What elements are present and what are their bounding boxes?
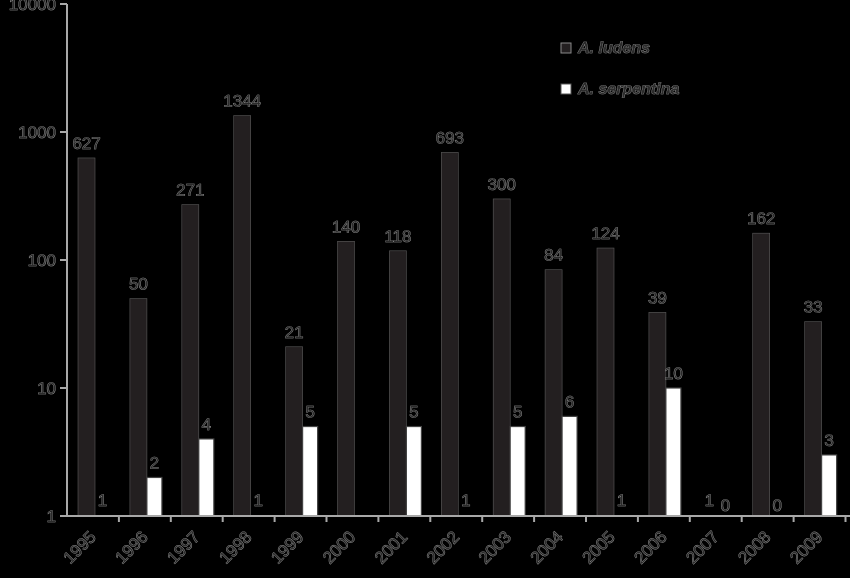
bar-ludens (752, 232, 771, 517)
bar-ludens (389, 250, 407, 517)
legend-label: A. ludens (577, 40, 650, 57)
bar-ludens (129, 298, 148, 517)
data-labels: 6271502271413441215140118569313005846124… (72, 91, 834, 515)
legend-swatch-dark (560, 42, 572, 54)
bar-ludens (440, 152, 459, 517)
data-label-ludens: 1 (705, 491, 714, 510)
x-tick-label: 2003 (475, 527, 515, 567)
bars-layer (77, 115, 838, 517)
x-tick-label: 1995 (60, 527, 100, 567)
bar-ludens (544, 269, 563, 517)
y-tick-label: 10000 (9, 0, 56, 14)
bar-serpentina (665, 387, 682, 517)
data-label-ludens: 39 (648, 288, 667, 307)
data-label-serpentina: 5 (513, 403, 522, 422)
legend: A. ludens A. serpentina (560, 40, 680, 98)
data-label-serpentina: 2 (150, 453, 159, 472)
x-tick-label: 2001 (371, 527, 411, 567)
legend-swatch-white (560, 83, 572, 95)
data-label-serpentina: 5 (409, 403, 418, 422)
data-label-ludens: 118 (384, 227, 411, 246)
x-tick-label: 2006 (631, 527, 671, 567)
bar-ludens (492, 198, 511, 517)
bar-ludens (181, 204, 200, 517)
legend-label: A. serpentina (577, 81, 679, 98)
legend-item-ludens: A. ludens (560, 40, 650, 57)
data-label-serpentina: 1 (461, 491, 470, 510)
data-label-ludens: 162 (747, 209, 775, 228)
data-label-serpentina: 4 (202, 415, 211, 434)
x-tick-label: 1996 (112, 527, 152, 567)
bar-serpentina (198, 438, 215, 517)
data-label-serpentina: 3 (824, 431, 833, 450)
bar-ludens (804, 321, 822, 517)
bar-serpentina (405, 425, 422, 517)
x-tick-label: 2004 (527, 527, 567, 567)
data-label-serpentina: 0 (772, 496, 781, 515)
data-label-ludens: 33 (804, 298, 823, 317)
bar-ludens (648, 312, 667, 517)
x-tick-label: 1999 (267, 527, 307, 567)
y-tick-label: 1 (47, 507, 56, 526)
data-label-ludens: 1344 (223, 92, 261, 111)
data-label-serpentina: 10 (664, 364, 683, 383)
bar-ludens (77, 157, 96, 517)
x-tick-label: 2000 (319, 527, 359, 567)
bar-serpentina (820, 454, 838, 517)
y-tick-label: 1000 (18, 123, 56, 142)
x-tick-label: 1998 (215, 527, 255, 567)
data-label-ludens: 627 (72, 134, 100, 153)
bar-ludens (596, 247, 615, 517)
x-ticks: 1995 1996 1997 1998 1999 2000 2001 2002 2003 2004… (59, 516, 847, 568)
bar-ludens (233, 115, 251, 517)
data-label-ludens: 300 (488, 175, 516, 194)
data-label-ludens: 84 (544, 246, 563, 265)
y-tick-label: 100 (28, 251, 56, 270)
data-label-serpentina: 1 (253, 491, 262, 510)
bar-serpentina (302, 425, 319, 517)
x-tick-label: 2009 (786, 527, 826, 567)
data-label-serpentina: 0 (721, 496, 730, 515)
data-label-ludens: 693 (436, 128, 464, 147)
data-label-ludens: 21 (285, 323, 304, 342)
data-label-ludens: 124 (591, 224, 619, 243)
x-tick-label: 2005 (579, 527, 619, 567)
x-tick-label: 2002 (423, 527, 463, 567)
x-tick-label: 2008 (734, 527, 774, 567)
legend-item-serpentina: A. serpentina (560, 81, 680, 98)
data-label-ludens: 140 (332, 217, 360, 236)
data-label-ludens: 50 (129, 275, 148, 294)
x-tick-label: 2007 (682, 527, 722, 567)
y-tick-label: 10 (37, 379, 56, 398)
data-label-serpentina: 1 (98, 491, 107, 510)
bar-ludens (285, 346, 303, 517)
y-ticks: 1 10 100 1000 10000 (8, 0, 67, 526)
bar-ludens (337, 240, 355, 517)
bar-serpentina (509, 425, 526, 517)
x-tick-label: 1997 (163, 527, 203, 567)
data-label-serpentina: 5 (305, 403, 314, 422)
data-label-ludens: 271 (176, 181, 204, 200)
data-label-serpentina: 1 (617, 491, 626, 510)
bar-serpentina (561, 415, 578, 517)
data-label-serpentina: 6 (565, 392, 574, 411)
bar-serpentina (146, 476, 163, 517)
